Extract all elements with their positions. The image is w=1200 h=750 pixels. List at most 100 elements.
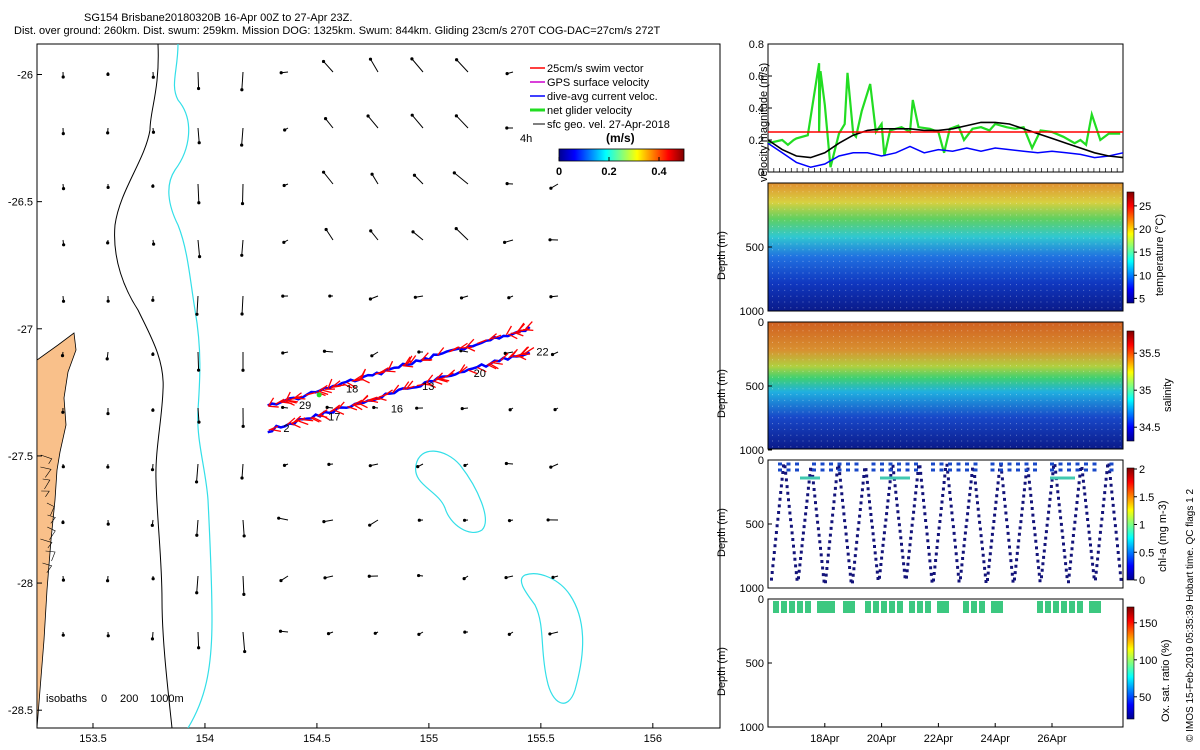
swim-vector <box>318 409 328 416</box>
track-day-label: 20 <box>474 368 486 380</box>
arrow-shaft <box>325 118 334 129</box>
profile-sample-column <box>784 324 786 448</box>
velocity-arrow <box>281 405 289 410</box>
arrow-head <box>281 294 285 298</box>
depth-tick-label: 0 <box>758 317 764 329</box>
isobath-label-200: 200 <box>120 693 138 705</box>
velocity-arrow <box>463 630 469 634</box>
arrow-head <box>282 240 286 244</box>
velocity-arrow <box>507 295 514 300</box>
velocity-arrow <box>196 71 201 91</box>
arrow-head <box>61 187 66 191</box>
oxygen-surface-samples <box>909 601 915 613</box>
swim-vector <box>280 397 290 404</box>
oxygen-surface-samples <box>925 601 931 613</box>
temperature-colorbar <box>1126 191 1135 304</box>
arrow-head <box>151 352 155 356</box>
arrow-head <box>321 59 326 64</box>
velocity-arrow <box>367 574 379 578</box>
arrow-head <box>281 405 285 410</box>
velocity-arrow <box>106 295 110 303</box>
track-day-label: 13 <box>422 381 434 393</box>
arrow-head <box>61 633 65 637</box>
swim-vector <box>367 396 378 401</box>
profile-sample-column <box>973 324 975 448</box>
oxygen-surface-samples <box>817 601 823 613</box>
velocity-arrow <box>410 113 424 129</box>
track-day-label: 16 <box>391 404 403 416</box>
swim-vector <box>392 384 400 394</box>
arrow-shaft <box>241 295 244 315</box>
profile-sample-column <box>845 324 847 448</box>
colorbar-tick-label: 5 <box>1139 293 1145 305</box>
swim-vector <box>295 397 306 400</box>
depth-tick-label: 500 <box>746 242 764 254</box>
arrow-head <box>151 577 155 581</box>
track-day-label: 17 <box>328 411 340 423</box>
depth-tick-label: 1000 <box>740 583 764 595</box>
velocity-arrow <box>240 183 245 206</box>
arrow-head <box>61 75 65 79</box>
arrow-head <box>240 201 245 206</box>
velocity-arrow <box>417 573 424 578</box>
velocity-panel: 0 0.2 0.4 0.6 0.8 <box>749 39 1124 179</box>
velocity-arrow <box>282 183 289 188</box>
velocity-arrow <box>197 239 202 259</box>
velocity-arrow <box>240 295 244 316</box>
profile-sample-column <box>912 324 914 448</box>
arrow-head <box>197 201 201 205</box>
profile-sample-column <box>796 324 798 448</box>
velocity-arrow <box>105 351 109 361</box>
profile-sample-column <box>1089 324 1091 448</box>
arrow-head <box>416 465 420 469</box>
arrow-shaft <box>456 115 469 129</box>
velocity-arrow <box>106 239 110 245</box>
coastal-island <box>40 454 53 464</box>
velocity-ylabel: velocity magnitude (m/s) <box>758 62 770 182</box>
velocity-arrow <box>61 575 66 582</box>
velocity-arrow <box>549 295 559 299</box>
velocity-arrow <box>507 519 514 523</box>
velocity-arrow <box>549 463 559 469</box>
swim-vector <box>368 399 379 404</box>
velocity-arrow <box>549 183 559 190</box>
velocity-arrow <box>410 57 424 73</box>
velocity-arrow <box>368 463 379 468</box>
velocity-arrow <box>195 519 199 537</box>
colorbar-tick-label: 100 <box>1139 655 1157 667</box>
profile-sample-column <box>1052 185 1054 309</box>
glider-track <box>267 321 535 434</box>
swim-vector <box>505 325 513 335</box>
arrow-head <box>321 170 326 174</box>
velocity-arrow <box>551 575 559 579</box>
arrow-shaft <box>197 407 200 423</box>
arrow-head <box>373 631 377 635</box>
arrow-head <box>105 357 109 361</box>
arrow-shaft <box>241 239 244 256</box>
oxygen-surface-samples <box>873 601 879 613</box>
arrow-head <box>368 57 373 61</box>
velocity-arrow <box>321 59 334 73</box>
velocity-ytick-label: 0.4 <box>749 103 764 115</box>
profile-sample-column <box>808 185 810 309</box>
profile-sample-column <box>1064 324 1066 448</box>
depth-tick-label: 1000 <box>740 445 764 457</box>
profile-sample-column <box>1077 324 1078 448</box>
arrow-shaft <box>323 171 334 185</box>
arrow-head <box>372 405 376 410</box>
arrow-head <box>548 238 552 242</box>
swim-vector <box>331 380 341 388</box>
arrow-head <box>106 465 110 469</box>
track-day-label: 18 <box>346 383 358 395</box>
velocity-arrow <box>150 631 155 641</box>
arrow-head <box>508 408 512 412</box>
profile-sample-column <box>833 324 834 448</box>
map-xtick-label: 156 <box>644 733 662 745</box>
map-panel: 153.5 154 154.5 155 155.5 156 -26 -26.5 -27 -27.5… <box>8 43 721 745</box>
profile-sample-column <box>887 185 889 309</box>
profile-sample-column <box>1003 185 1005 309</box>
arrow-head <box>417 632 421 636</box>
profile-sample-column <box>887 324 889 448</box>
profile-sample-column <box>967 185 969 309</box>
velocity-arrow <box>151 127 156 134</box>
